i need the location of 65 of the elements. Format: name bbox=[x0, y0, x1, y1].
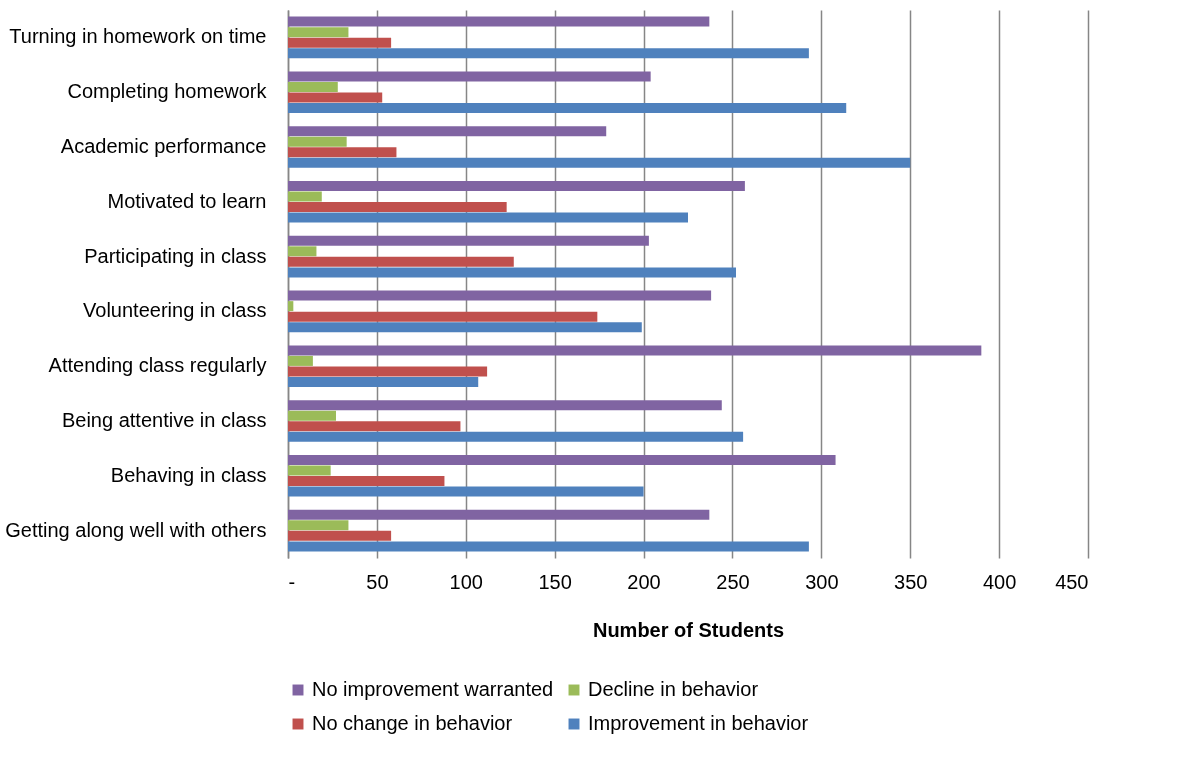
x-tick-label: 100 bbox=[449, 570, 483, 593]
y-tick-label: Completing homework bbox=[67, 80, 268, 103]
x-tick-label: 50 bbox=[366, 570, 389, 593]
x-tick-label: 150 bbox=[538, 570, 572, 593]
y-tick-label: Turning in homework on time bbox=[9, 25, 267, 48]
bar bbox=[288, 37, 392, 48]
bar bbox=[288, 16, 710, 27]
y-tick-label: Behaving in class bbox=[110, 463, 267, 486]
legend-label: No improvement warranted bbox=[312, 678, 554, 700]
bar bbox=[288, 27, 349, 38]
y-tick-label: Getting along well with others bbox=[5, 518, 267, 541]
bar bbox=[288, 71, 651, 82]
bar bbox=[288, 48, 809, 59]
y-tick-label: Volunteering in class bbox=[83, 299, 267, 322]
bar bbox=[288, 345, 982, 356]
bar bbox=[288, 191, 322, 202]
bar bbox=[288, 81, 338, 92]
bar bbox=[288, 267, 736, 278]
bar bbox=[288, 136, 347, 147]
y-tick-label: Academic performance bbox=[60, 135, 267, 157]
x-tick-label: 200 bbox=[627, 570, 661, 593]
bar bbox=[288, 322, 642, 333]
bar bbox=[288, 202, 507, 213]
bar bbox=[288, 301, 294, 312]
bar bbox=[288, 212, 688, 223]
bar bbox=[288, 410, 336, 421]
bar bbox=[288, 290, 712, 301]
bar bbox=[288, 530, 392, 541]
bar bbox=[288, 103, 847, 114]
legend-label: Decline in behavior bbox=[588, 678, 759, 700]
bar bbox=[288, 355, 313, 366]
bar bbox=[288, 400, 722, 411]
bar bbox=[288, 509, 710, 520]
bar bbox=[288, 454, 836, 465]
x-axis-title: Number of Students bbox=[592, 618, 785, 641]
bar bbox=[288, 476, 445, 487]
x-tick-label: 250 bbox=[716, 570, 750, 593]
x-tick-label: 350 bbox=[894, 570, 928, 593]
legend-label: Improvement in behavior bbox=[588, 712, 809, 734]
x-tick-label: 450 bbox=[1055, 570, 1089, 593]
bar bbox=[288, 180, 745, 191]
bar bbox=[288, 126, 607, 137]
bar bbox=[288, 431, 744, 442]
y-tick-label: Motivated to learn bbox=[107, 189, 267, 212]
x-tick-label: 400 bbox=[982, 570, 1017, 593]
bar bbox=[288, 421, 461, 432]
bar bbox=[288, 486, 644, 497]
bar bbox=[288, 235, 649, 246]
y-tick-label: Attending class regularly bbox=[48, 354, 267, 377]
legend-label: No change in behavior bbox=[312, 712, 513, 734]
bar bbox=[288, 520, 349, 531]
bar bbox=[288, 157, 911, 168]
bar bbox=[288, 92, 383, 103]
y-tick-label: Participating in class bbox=[84, 244, 267, 267]
x-tick-label: - bbox=[288, 570, 296, 593]
bar bbox=[288, 246, 317, 257]
x-tick-label: 300 bbox=[805, 570, 839, 593]
bar bbox=[288, 366, 488, 377]
y-tick-label: Being attentive in class bbox=[61, 409, 267, 431]
bar bbox=[288, 465, 331, 476]
bar bbox=[288, 147, 397, 158]
bar bbox=[288, 377, 479, 388]
bar bbox=[288, 256, 514, 267]
bar bbox=[288, 541, 809, 552]
bar bbox=[288, 311, 598, 322]
